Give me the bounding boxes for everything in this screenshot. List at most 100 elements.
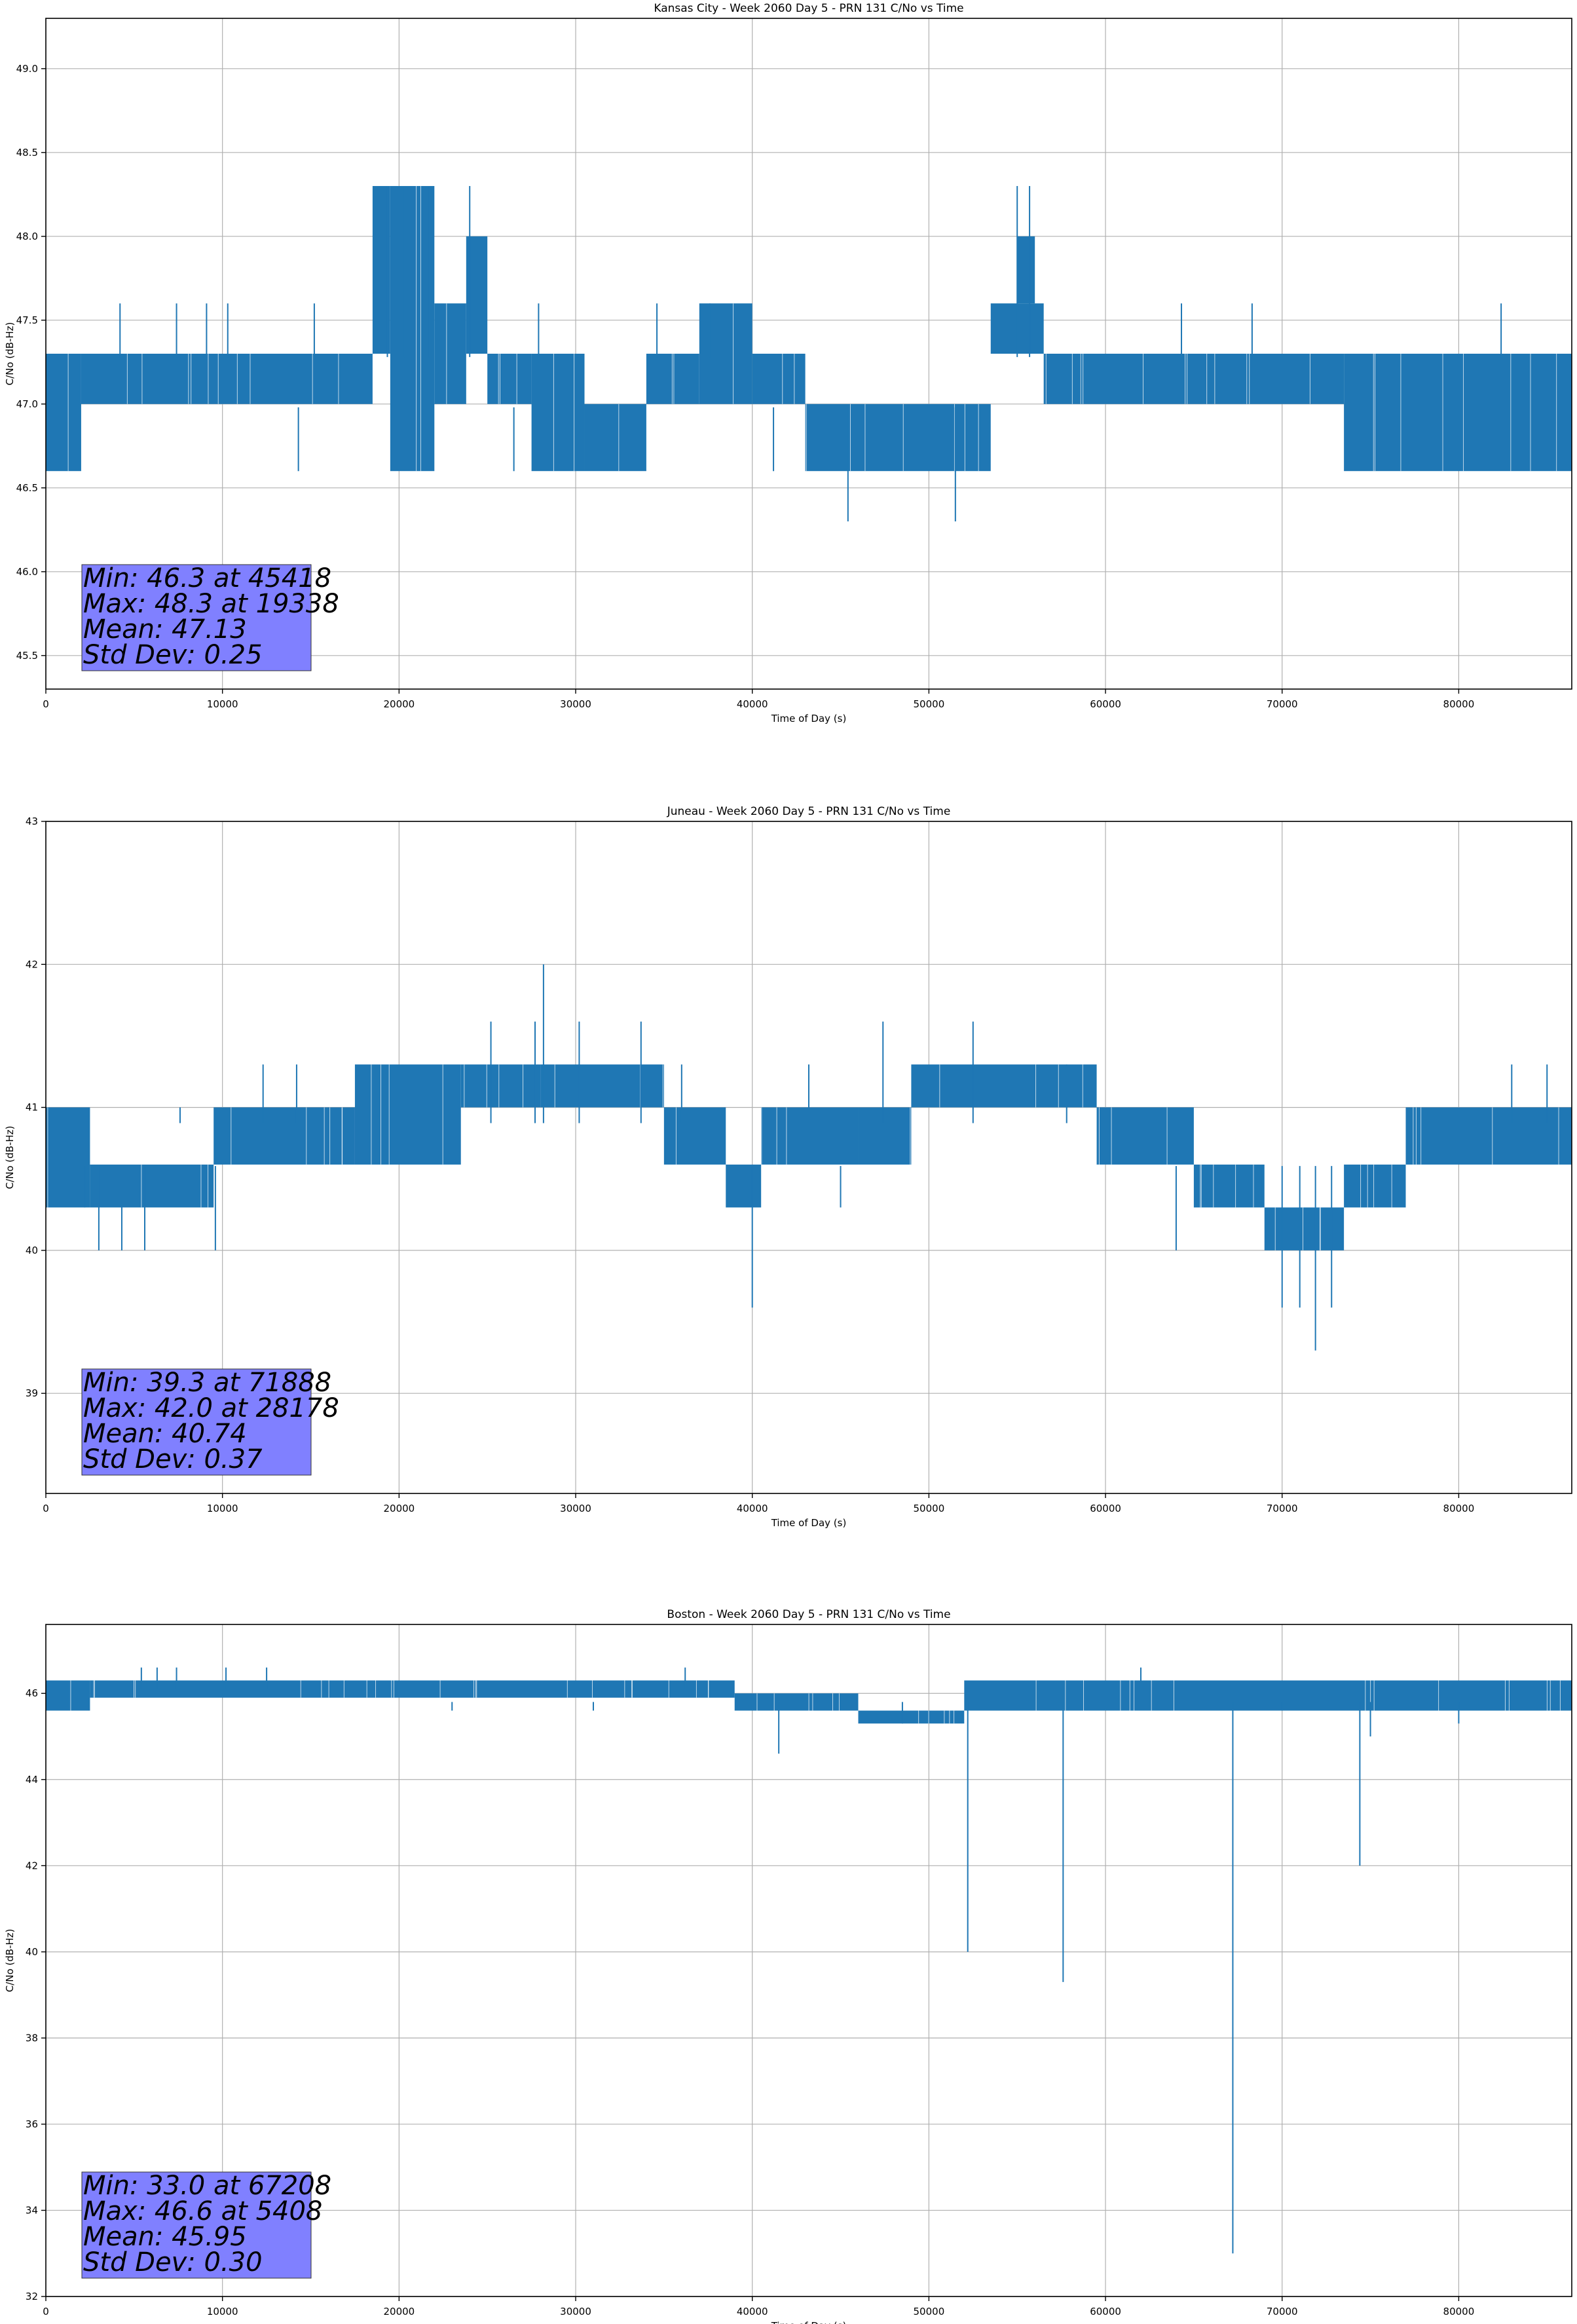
y-axis-label: C/No (dB-Hz) xyxy=(4,322,16,386)
y-axis-label: C/No (dB-Hz) xyxy=(4,1126,16,1190)
y-tick-label: 42 xyxy=(26,1860,38,1871)
stats-box xyxy=(81,1368,312,1476)
series-band-2 xyxy=(213,1107,355,1165)
series-band-13 xyxy=(1264,1207,1345,1250)
series-trace xyxy=(46,186,1572,521)
x-tick-label: 0 xyxy=(43,698,49,710)
x-tick-label: 0 xyxy=(43,2306,49,2317)
series-band-8 xyxy=(761,1107,859,1165)
chart-title: Kansas City - Week 2060 Day 5 - PRN 131 … xyxy=(654,2,963,15)
chart-title: Juneau - Week 2060 Day 5 - PRN 131 C/No … xyxy=(667,805,951,818)
y-tick-label: 38 xyxy=(26,2032,38,2044)
x-axis-label: Time of Day (s) xyxy=(771,713,847,724)
x-tick-label: 30000 xyxy=(560,1503,591,1514)
x-tick-label: 70000 xyxy=(1267,698,1298,710)
y-tick-label: 36 xyxy=(26,2118,38,2130)
series-band-0 xyxy=(46,1107,90,1208)
stats-box xyxy=(81,564,312,671)
series-band-9 xyxy=(858,1107,912,1165)
y-tick-label: 46 xyxy=(26,1687,38,1699)
y-tick-label: 40 xyxy=(26,1245,38,1256)
x-tick-label: 50000 xyxy=(914,698,945,710)
x-tick-label: 60000 xyxy=(1090,1503,1121,1514)
x-tick-label: 40000 xyxy=(737,1503,768,1514)
chart-panel-2: 0 10000 20000 30000 40000 50000 60000 70000 8000… xyxy=(4,1608,1572,2324)
x-tick-label: 70000 xyxy=(1267,2306,1298,2317)
x-tick-label: 80000 xyxy=(1443,2306,1475,2317)
y-tick-label: 46.0 xyxy=(16,566,38,578)
x-tick-label: 10000 xyxy=(207,1503,238,1514)
x-tick-label: 50000 xyxy=(914,2306,945,2317)
series-band-10 xyxy=(699,303,752,404)
series-band-2 xyxy=(734,1693,859,1711)
x-tick-label: 20000 xyxy=(383,2306,415,2317)
y-tick-label: 42 xyxy=(26,958,38,970)
y-tick-label: 48.5 xyxy=(16,147,38,159)
series-band-3 xyxy=(390,186,435,472)
axes-frame xyxy=(45,821,1572,1494)
series-band-8 xyxy=(584,403,646,472)
stats-line: Mean: 45.95 xyxy=(83,2222,247,2252)
x-tick-label: 40000 xyxy=(737,2306,768,2317)
axes-frame xyxy=(45,1624,1572,2297)
y-tick-label: 45.5 xyxy=(16,650,38,662)
x-tick-label: 70000 xyxy=(1267,1503,1298,1514)
series-band-12 xyxy=(805,403,991,472)
series-band-3 xyxy=(858,1710,965,1724)
series-band-16 xyxy=(1344,354,1572,472)
stats-line: Std Dev: 0.30 xyxy=(83,2247,263,2277)
y-tick-label: 32 xyxy=(26,2291,38,2302)
x-tick-label: 50000 xyxy=(914,1503,945,1514)
series-band-6 xyxy=(663,1107,726,1165)
y-tick-label: 48.0 xyxy=(16,231,38,242)
stats-line: Max: 48.3 at 19338 xyxy=(83,589,339,619)
stats-line: Mean: 40.74 xyxy=(83,1419,247,1449)
y-tick-label: 41 xyxy=(26,1102,38,1114)
y-tick-label: 39 xyxy=(26,1387,38,1399)
series-band-7 xyxy=(531,354,585,472)
series-band-1 xyxy=(90,1164,214,1208)
y-axis-label: C/No (dB-Hz) xyxy=(4,1929,16,1993)
chart-panel-0: 0 10000 20000 30000 40000 50000 60000 70000 8000… xyxy=(4,2,1572,724)
series-band-1 xyxy=(90,1680,735,1698)
x-tick-label: 30000 xyxy=(560,2306,591,2317)
stats-line: Std Dev: 0.37 xyxy=(83,1444,263,1474)
series-band-6 xyxy=(487,354,532,404)
series-band-14 xyxy=(1344,1164,1406,1208)
series-band-0 xyxy=(46,1680,90,1711)
series-band-9 xyxy=(646,354,699,404)
series-trace xyxy=(46,964,1572,1351)
series-band-0 xyxy=(46,354,81,472)
axes-frame xyxy=(45,18,1572,690)
stats-line: Min: 33.0 at 67208 xyxy=(83,2171,331,2201)
x-tick-label: 20000 xyxy=(383,698,415,710)
x-tick-label: 10000 xyxy=(207,698,238,710)
x-tick-label: 30000 xyxy=(560,698,591,710)
series-band-15 xyxy=(1405,1107,1572,1165)
series-band-11 xyxy=(752,354,806,404)
series-band-12 xyxy=(1193,1164,1265,1208)
x-tick-label: 0 xyxy=(43,1503,49,1514)
stats-line: Mean: 47.13 xyxy=(83,614,247,645)
series-band-10 xyxy=(911,1064,1097,1108)
y-tick-label: 49.0 xyxy=(16,63,38,75)
series-trace xyxy=(46,1667,1572,2254)
series-band-7 xyxy=(726,1164,762,1208)
series-band-4 xyxy=(434,303,466,404)
x-axis-label: Time of Day (s) xyxy=(771,2320,847,2324)
series-band-15 xyxy=(1043,354,1345,404)
stats-line: Std Dev: 0.25 xyxy=(83,640,263,670)
y-tick-label: 40 xyxy=(26,1946,38,1958)
x-tick-label: 80000 xyxy=(1443,1503,1475,1514)
x-tick-label: 60000 xyxy=(1090,2306,1121,2317)
series-band-5 xyxy=(540,1064,664,1108)
series-band-11 xyxy=(1096,1107,1194,1165)
y-tick-label: 44 xyxy=(26,1774,38,1786)
y-tick-label: 34 xyxy=(26,2204,38,2216)
x-tick-label: 60000 xyxy=(1090,698,1121,710)
y-tick-label: 47.5 xyxy=(16,314,38,326)
y-tick-label: 46.5 xyxy=(16,482,38,494)
